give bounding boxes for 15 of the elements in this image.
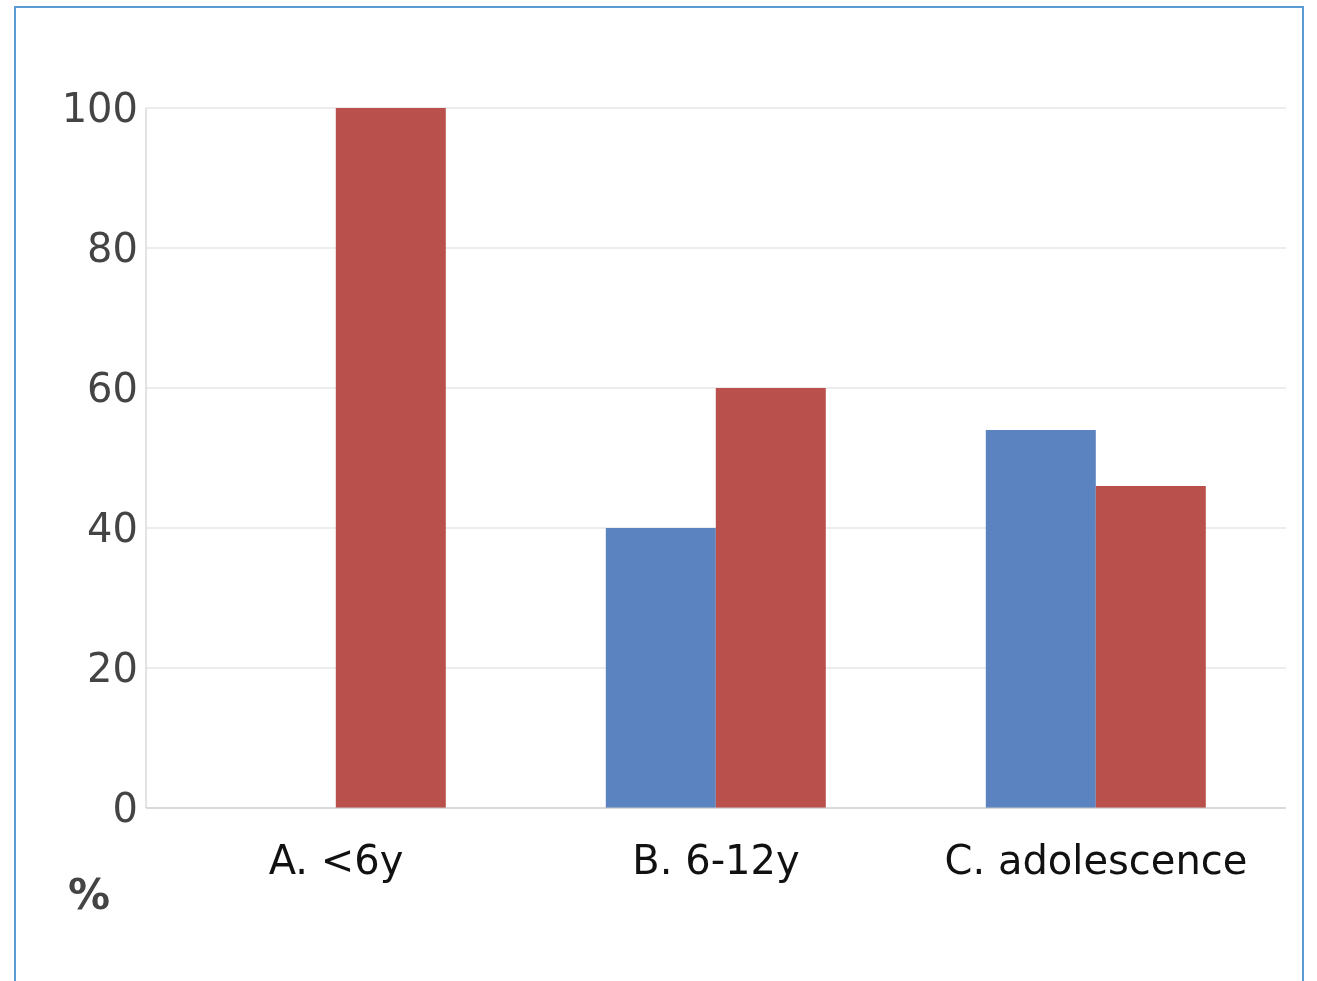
bar	[335, 108, 446, 808]
y-tick-label: 100	[61, 85, 138, 132]
bar	[985, 430, 1096, 808]
y-tick-label: 60	[87, 365, 138, 412]
y-axis-title: %	[68, 870, 111, 919]
bar	[715, 388, 826, 808]
y-tick-label: 20	[87, 645, 138, 692]
y-tick-label: 80	[87, 225, 138, 272]
x-tick-label: C. adolescence	[944, 837, 1248, 884]
y-tick-label: 0	[112, 785, 138, 832]
y-tick-label: 40	[87, 505, 138, 552]
bar	[605, 528, 716, 808]
x-tick-label: B. 6-12y	[632, 837, 800, 884]
x-tick-label: A. <6y	[268, 837, 404, 884]
bar	[1095, 486, 1206, 808]
